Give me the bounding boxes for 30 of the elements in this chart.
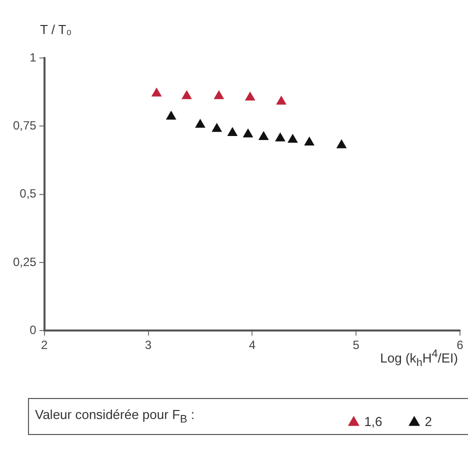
- x-tick-label: 2: [41, 338, 48, 352]
- x-axis-title: Log (k$_{h}$H$^{4}$/EI): [380, 348, 458, 369]
- y-tick-label: 0,75: [12, 118, 37, 132]
- point: [245, 92, 255, 101]
- point: [304, 137, 314, 146]
- x-tick-label: 5: [352, 338, 360, 352]
- point: [228, 127, 238, 136]
- point: [166, 111, 176, 120]
- point: [195, 119, 206, 128]
- point: [288, 134, 298, 143]
- point: [214, 90, 224, 100]
- point: [276, 96, 286, 105]
- point: [258, 132, 268, 140]
- legend-label: 1,6: [364, 414, 382, 430]
- point: [212, 123, 222, 132]
- x-tick-label: 3: [144, 338, 152, 352]
- y-axis-title: T / T₀: [40, 22, 72, 37]
- y-tick-label: 0: [30, 322, 37, 337]
- legend-title: Valeur considérée pour F$_{B}$ :: [35, 407, 194, 426]
- legend-label: 2: [424, 414, 432, 430]
- y-tick-label: 0,5: [20, 186, 37, 201]
- point: [243, 128, 253, 138]
- y-tick-label: 1: [30, 50, 37, 64]
- point: [336, 140, 346, 148]
- x-tick-label: 6: [456, 338, 464, 352]
- point: [275, 132, 286, 142]
- x-tick-label: 4: [248, 338, 256, 352]
- point: [152, 88, 162, 96]
- y-tick-label: 0,25: [12, 254, 37, 269]
- point: [182, 90, 192, 100]
